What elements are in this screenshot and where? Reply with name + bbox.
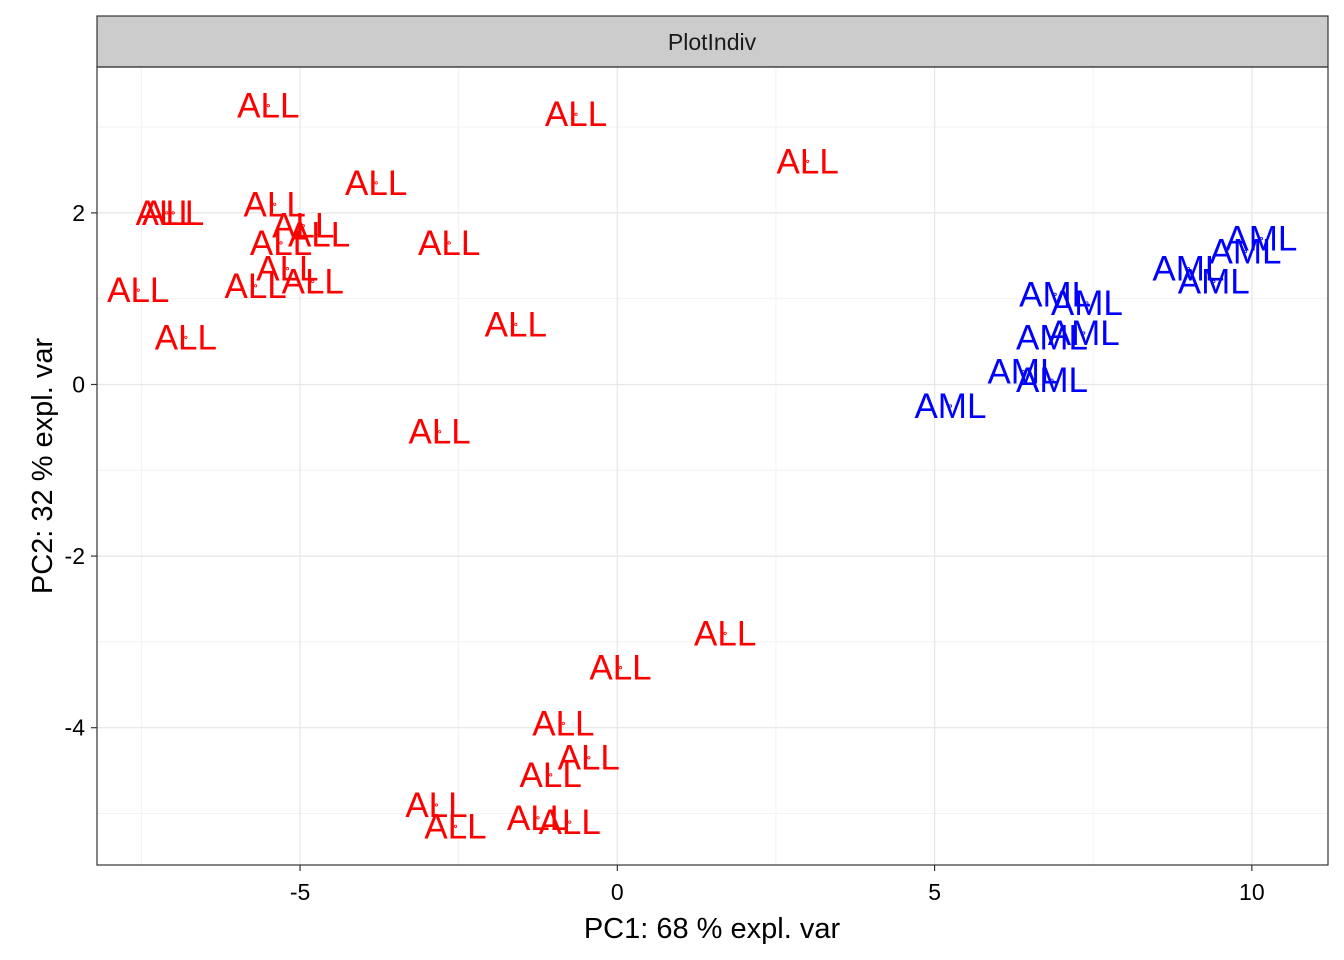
point-marker-all [514,322,518,327]
point-label-aml: AML [1016,361,1088,400]
point-marker-aml [1050,335,1054,339]
point-label-all: ALL [244,185,306,224]
point-label-all: ALL [532,704,594,743]
point-label-all: ALL [142,194,204,233]
y-tick-label: -4 [65,715,86,741]
point-marker-all [618,666,623,670]
point-marker-all [568,820,572,824]
point-marker-all [438,430,442,434]
point-marker-aml [1259,237,1263,241]
point-marker-all [536,816,540,820]
point-label-all: ALL [520,756,582,795]
point-marker-all [447,241,451,245]
x-axis-label: PC1: 68 % expl. var [584,913,841,945]
point-label-aml: AML [1016,318,1088,357]
point-marker-all [171,211,175,215]
point-label-all: ALL [107,271,169,310]
grid-layer [97,67,1328,865]
point-label-all: ALL [272,207,334,246]
point-label-aml: AML [914,387,986,426]
point-label-all: ALL [777,142,839,181]
point-label-all: ALL [282,263,344,302]
y-axis-label: PC2: 32 % expl. var [27,338,59,595]
x-tick-label: 0 [611,879,624,905]
point-marker-all [165,211,169,215]
point-marker-all [317,232,321,236]
point-marker-aml [1243,249,1248,254]
point-marker-all [723,631,727,635]
point-marker-all [285,267,289,271]
point-marker-aml [1053,292,1057,296]
point-marker-all [254,284,258,288]
point-label-all: ALL [256,250,318,289]
point-marker-all [374,181,378,185]
point-label-all: ALL [589,649,651,688]
x-tick-label: 10 [1239,879,1265,905]
point-marker-all [136,288,140,292]
y-tick-label: -2 [65,543,85,569]
point-label-all: ALL [409,413,471,452]
point-label-aml: AML [1019,275,1091,314]
panel-title: PlotIndiv [668,29,757,55]
panel-strip: PlotIndiv [96,15,1329,68]
point-label-aml: AML [987,353,1059,392]
point-label-all: ALL [558,739,620,778]
point-label-aml: AML [1178,263,1250,302]
point-label-all: ALL [155,318,217,357]
point-label-all: ALL [405,786,467,825]
point-label-all: ALL [694,614,756,653]
plot-panel-border [96,66,1329,866]
point-label-all: ALL [424,807,486,846]
point-marker-aml [1186,267,1191,271]
point-marker-all [301,224,305,228]
point-marker-aml [1085,301,1089,305]
point-label-all: ALL [224,267,286,306]
point-marker-aml [1021,370,1026,374]
point-label-all: ALL [539,803,601,842]
point-marker-all [587,756,591,760]
point-label-aml: AML [1225,220,1297,259]
point-label-all: ALL [418,224,480,263]
point-label-aml: AML [1210,232,1282,271]
point-marker-all [311,279,315,284]
x-tick-label: 5 [928,879,941,905]
point-marker-all [184,335,188,339]
point-marker-aml [1212,279,1216,284]
point-marker-all [574,112,578,116]
point-label-all: ALL [288,215,350,254]
y-tick-label: 0 [72,371,85,397]
point-marker-all [434,803,439,807]
point-label-aml: AML [1051,284,1123,323]
point-marker-all [279,241,283,245]
point-label-aml: AML [1048,314,1120,353]
point-label-all: ALL [237,87,299,126]
panel-strip-background [96,15,1329,68]
point-marker-all [453,824,458,828]
point-marker-all [806,159,810,163]
point-marker-all [549,773,553,777]
point-label-all: ALL [345,164,407,203]
point-marker-aml [1082,331,1086,335]
point-marker-aml [1050,378,1054,382]
point-label-all: ALL [485,305,547,344]
point-label-all: ALL [136,194,198,233]
point-label-all: ALL [545,95,607,134]
y-tick-label: 2 [72,200,85,226]
point-marker-aml [948,404,953,408]
ticks-layer: -5 0 5 10 -4 -2 0 2 [65,200,1265,905]
point-marker-all [266,104,270,108]
x-tick-label: -5 [290,879,310,905]
point-label-all: ALL [250,224,312,263]
point-marker-all [273,202,277,206]
point-marker-all [561,721,565,726]
point-label-all: ALL [507,799,569,838]
